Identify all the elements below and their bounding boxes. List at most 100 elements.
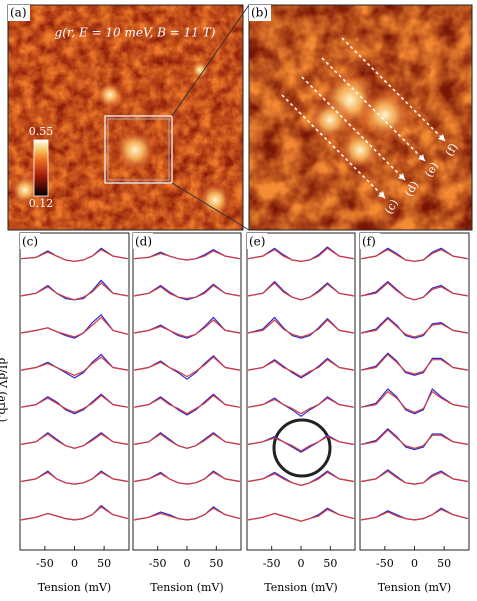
spectrum-line: [248, 247, 354, 262]
x-axis-label: Tension (mV): [38, 581, 111, 594]
spectrum-line: [248, 282, 354, 301]
x-axis-label: Tension (mV): [150, 581, 223, 594]
spectrum-line: [134, 355, 240, 380]
spectrum-line: [361, 318, 468, 338]
arrow-label: (c): [382, 197, 401, 216]
y-axis-label: dI/dV (arb.): [0, 358, 9, 423]
map-title: g(r, E = 10 meV, B = 11 T): [55, 26, 216, 40]
cut-arrows: [281, 37, 446, 199]
spectrum-line: [21, 314, 128, 339]
spectrum-line: [361, 282, 468, 301]
spectrum-line: [361, 508, 468, 521]
panel-label: (c): [22, 235, 38, 249]
spectrum-line: [134, 471, 240, 485]
spectrum-line: [21, 433, 128, 449]
spectrum-line: [134, 393, 240, 416]
spectrum-line: [248, 397, 354, 415]
label-box: [20, 233, 40, 249]
spectrum-line: [248, 281, 354, 301]
map-b: [249, 5, 472, 230]
spectrum-line: [361, 428, 468, 451]
spectrum-line: [361, 470, 468, 485]
label-box: [247, 233, 267, 249]
plot-frame: [359, 232, 470, 551]
x-tick-label: 0: [184, 557, 191, 570]
spectrum-line: [134, 250, 240, 261]
spectrum-line: [248, 359, 354, 378]
spectrum-line: [134, 283, 240, 301]
spectrum-line: [361, 249, 468, 262]
plot-frame: [19, 232, 130, 551]
x-axis-label: Tension (mV): [264, 581, 337, 594]
x-tick-label: 0: [71, 557, 78, 570]
x-axis-label: Tension (mV): [378, 581, 451, 594]
arrow-heads: [378, 134, 445, 198]
spectrum-line: [361, 391, 468, 413]
spectrum-line: [248, 508, 354, 522]
spectrum-line: [248, 246, 354, 262]
spectrum-line: [361, 469, 468, 485]
spectrum-line: [248, 471, 354, 486]
spectrum-line: [361, 316, 468, 339]
panel-label: (f): [362, 235, 376, 249]
panel-label: (e): [249, 235, 265, 249]
label-box: [133, 233, 153, 249]
zoom-line: [171, 4, 250, 117]
spectrum-line: [361, 352, 468, 376]
panel-label: (d): [135, 235, 152, 249]
spectrum-line: [361, 388, 468, 415]
spectrum-line: [248, 316, 354, 339]
x-tick-label: 0: [411, 557, 418, 570]
spectrum-line: [248, 436, 354, 452]
spectrum-line: [361, 353, 468, 375]
spectrum-line: [248, 434, 354, 453]
spectrum-line: [134, 356, 240, 378]
spectrum-line: [21, 279, 128, 301]
spectrum-line: [134, 394, 240, 415]
spectrum-line: [134, 316, 240, 339]
plot-frame: [132, 232, 242, 551]
x-tick-label: 0: [298, 557, 305, 570]
spectrum-line: [21, 394, 128, 413]
spectrum-line: [248, 396, 354, 417]
arrow-label: (f): [443, 141, 461, 158]
spectrum-line: [134, 284, 240, 300]
x-tick-label: 50: [209, 557, 223, 570]
spectrum-line: [134, 507, 240, 521]
label-box: [8, 5, 30, 21]
spectrum-line: [21, 282, 128, 301]
x-tick-label: -50: [36, 557, 54, 570]
spectrum-line: [21, 249, 128, 262]
zoom-line: [171, 182, 250, 231]
spectrum-line: [21, 353, 128, 379]
spectrum-line: [21, 316, 128, 338]
map-a: [8, 5, 243, 230]
plot-frame: [246, 232, 356, 551]
label-box: [360, 233, 380, 249]
spectrum-line: [21, 505, 128, 521]
colorbar-label: 0.12: [29, 197, 54, 210]
label-box: [249, 5, 271, 21]
spectrum-line: [361, 429, 468, 449]
spectrum-line: [134, 433, 240, 449]
spectrum-line: [21, 393, 128, 415]
spectrum-line: [248, 357, 354, 379]
x-tick-label: 50: [323, 557, 337, 570]
highlight-circle: [272, 418, 332, 478]
spectrum-line: [21, 356, 128, 376]
x-tick-label: -50: [149, 557, 167, 570]
spectrum-line: [134, 249, 240, 261]
panel-label: (a): [10, 6, 27, 20]
spectrum-line: [361, 281, 468, 301]
panel-label: (b): [251, 6, 268, 20]
x-tick-label: 50: [437, 557, 451, 570]
spectrum-line: [134, 319, 240, 338]
spectrum-line: [21, 506, 128, 521]
x-tick-label: -50: [263, 557, 281, 570]
spectrum-line: [248, 319, 354, 338]
x-tick-label: -50: [376, 557, 394, 570]
spectrum-line: [21, 471, 128, 485]
colorbar-label: 0.55: [29, 125, 54, 138]
x-tick-label: 50: [97, 557, 111, 570]
